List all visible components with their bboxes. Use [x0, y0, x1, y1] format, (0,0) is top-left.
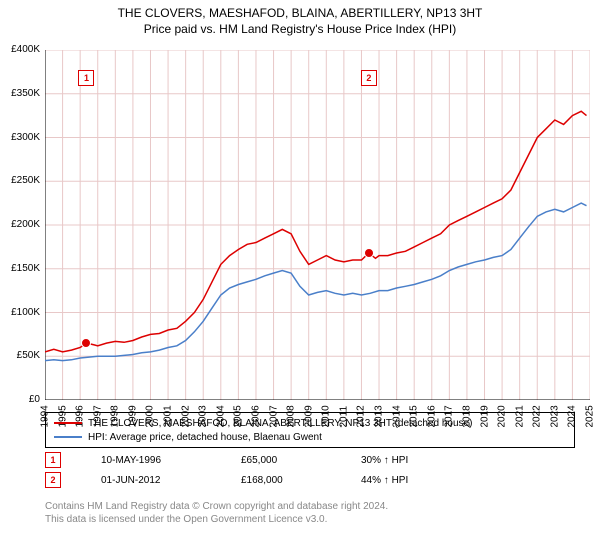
chart-svg	[45, 50, 590, 400]
y-tick-label: £400K	[2, 44, 40, 55]
sale-point-marker: 1	[78, 70, 94, 86]
y-tick-label: £300K	[2, 132, 40, 143]
sale-pct: 44% ↑ HPI	[361, 475, 408, 486]
legend-swatch	[54, 436, 82, 438]
sale-date: 01-JUN-2012	[101, 475, 201, 486]
sale-point-marker: 2	[361, 70, 377, 86]
title-address: THE CLOVERS, MAESHAFOD, BLAINA, ABERTILL…	[0, 6, 600, 20]
sale-date: 10-MAY-1996	[101, 455, 201, 466]
y-tick-label: £150K	[2, 263, 40, 274]
sale-point-dot	[364, 248, 374, 258]
y-tick-label: £0	[2, 394, 40, 405]
chart-area	[45, 50, 590, 400]
y-tick-label: £200K	[2, 219, 40, 230]
legend-label: HPI: Average price, detached house, Blae…	[88, 432, 322, 443]
chart-container: THE CLOVERS, MAESHAFOD, BLAINA, ABERTILL…	[0, 0, 600, 560]
sale-marker-box: 2	[45, 472, 61, 488]
legend: THE CLOVERS, MAESHAFOD, BLAINA, ABERTILL…	[45, 412, 575, 448]
legend-swatch	[54, 422, 82, 424]
y-tick-label: £100K	[2, 307, 40, 318]
y-tick-label: £350K	[2, 88, 40, 99]
footer: Contains HM Land Registry data © Crown c…	[45, 500, 388, 526]
legend-box: THE CLOVERS, MAESHAFOD, BLAINA, ABERTILL…	[45, 412, 575, 448]
sale-row: 2 01-JUN-2012 £168,000 44% ↑ HPI	[45, 472, 575, 488]
x-tick-label: 2025	[585, 416, 596, 428]
sale-row: 1 10-MAY-1996 £65,000 30% ↑ HPI	[45, 452, 575, 468]
legend-row: THE CLOVERS, MAESHAFOD, BLAINA, ABERTILL…	[54, 416, 566, 430]
sale-price: £65,000	[241, 455, 321, 466]
title-subtitle: Price paid vs. HM Land Registry's House …	[0, 22, 600, 36]
sale-marker-box: 1	[45, 452, 61, 468]
footer-line2: This data is licensed under the Open Gov…	[45, 513, 388, 526]
sales-table: 1 10-MAY-1996 £65,000 30% ↑ HPI 2 01-JUN-2012…	[45, 452, 575, 492]
y-tick-label: £50K	[2, 350, 40, 361]
y-tick-label: £250K	[2, 175, 40, 186]
sale-price: £168,000	[241, 475, 321, 486]
title-block: THE CLOVERS, MAESHAFOD, BLAINA, ABERTILL…	[0, 0, 600, 36]
footer-line1: Contains HM Land Registry data © Crown c…	[45, 500, 388, 513]
legend-label: THE CLOVERS, MAESHAFOD, BLAINA, ABERTILL…	[88, 418, 472, 429]
legend-row: HPI: Average price, detached house, Blae…	[54, 430, 566, 444]
sale-pct: 30% ↑ HPI	[361, 455, 408, 466]
